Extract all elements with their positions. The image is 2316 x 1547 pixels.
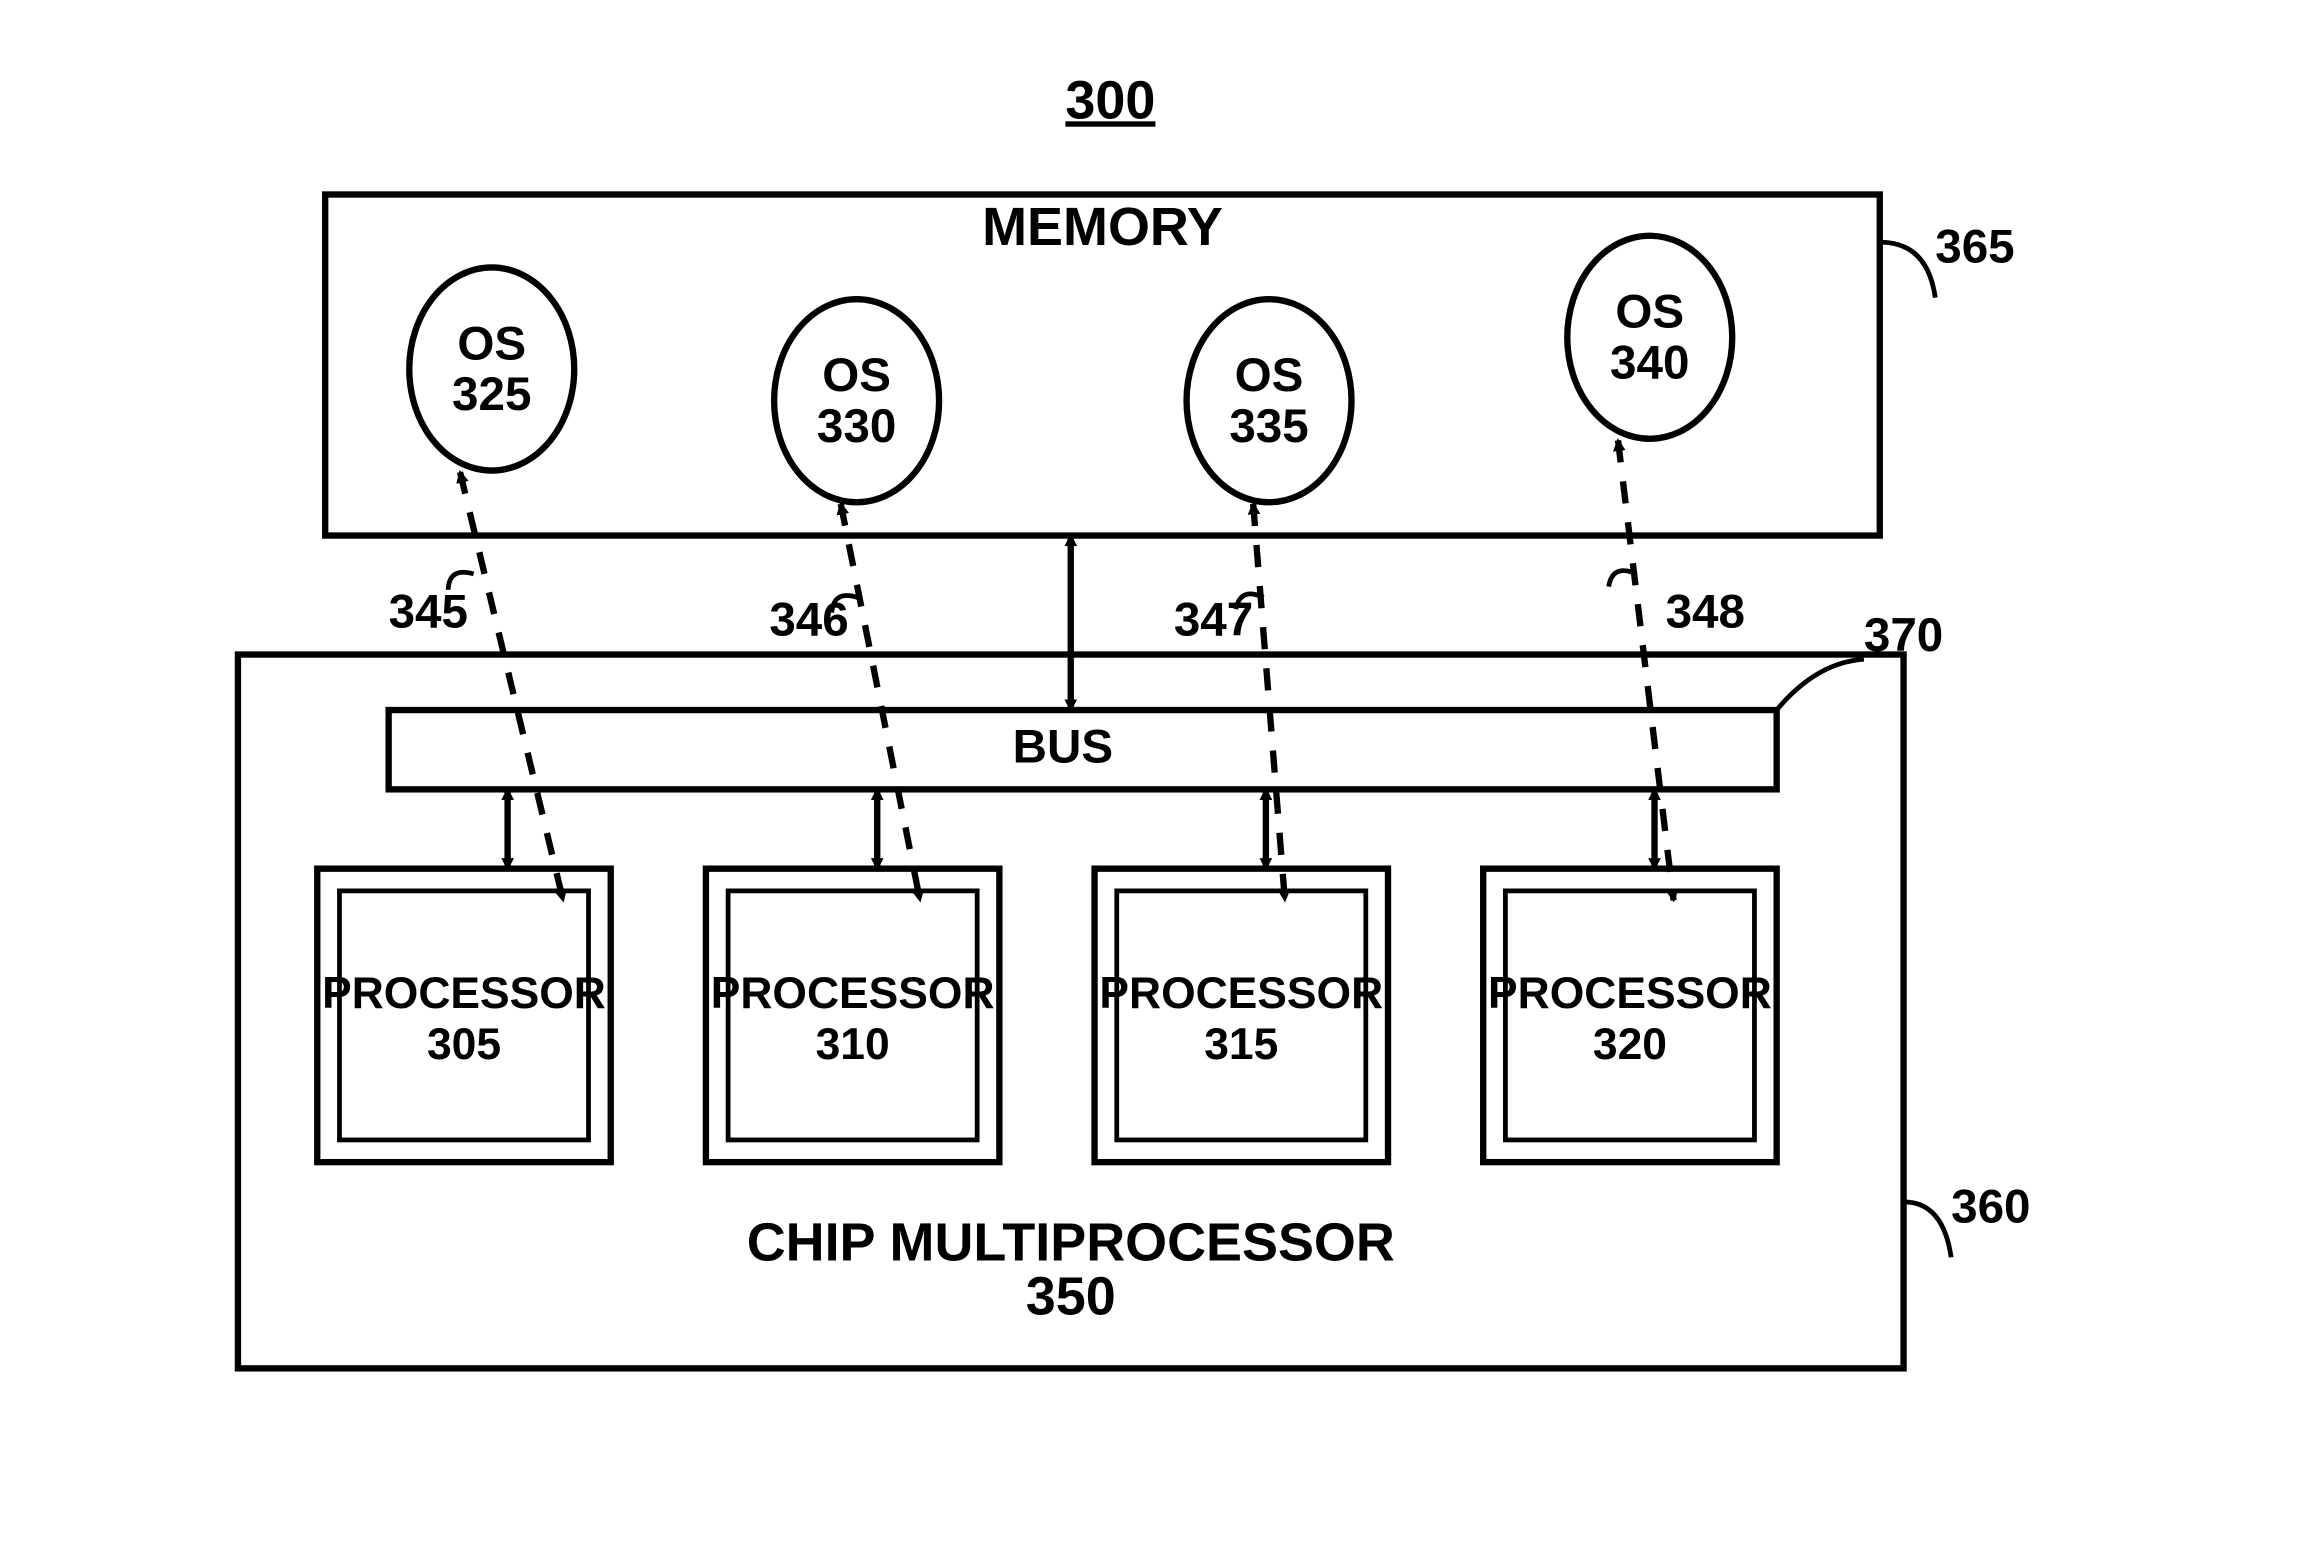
os-label: OS bbox=[822, 349, 891, 402]
processor-num: 305 bbox=[427, 1020, 501, 1069]
os-node-0: OS325 bbox=[409, 267, 574, 470]
link-label: 347 bbox=[1174, 593, 1253, 646]
processor-num: 310 bbox=[816, 1020, 890, 1069]
processor-num: 320 bbox=[1593, 1020, 1667, 1069]
link-label: 345 bbox=[389, 585, 468, 638]
dashed-link-3: 348 bbox=[1609, 440, 1745, 900]
os-num: 340 bbox=[1610, 336, 1689, 389]
dashed-link-1: 346 bbox=[769, 504, 920, 901]
link-label: 348 bbox=[1666, 585, 1745, 638]
callout-365: 365 bbox=[1880, 221, 2015, 298]
memory-label: MEMORY bbox=[982, 197, 1223, 257]
cmp-num: 350 bbox=[1026, 1266, 1116, 1326]
os-num: 335 bbox=[1229, 400, 1308, 453]
processor-label: PROCESSOR bbox=[711, 969, 995, 1018]
os-num: 330 bbox=[817, 400, 896, 453]
os-node-2: OS335 bbox=[1187, 299, 1352, 502]
os-node-1: OS330 bbox=[774, 299, 939, 502]
bus-box: BUS bbox=[389, 710, 1777, 789]
callout-label: 370 bbox=[1864, 609, 1943, 662]
cmp-label: CHIP MULTIPROCESSOR bbox=[747, 1212, 1395, 1272]
callout-label: 365 bbox=[1935, 221, 2014, 274]
processor-box-0: PROCESSOR305 bbox=[317, 869, 610, 1162]
callout-label: 360 bbox=[1951, 1180, 2030, 1233]
os-num: 325 bbox=[452, 368, 531, 421]
os-label: OS bbox=[457, 317, 526, 370]
link-label: 346 bbox=[769, 593, 848, 646]
processor-label: PROCESSOR bbox=[1099, 969, 1383, 1018]
processor-box-2: PROCESSOR315 bbox=[1095, 869, 1388, 1162]
processor-box-1: PROCESSOR310 bbox=[706, 869, 999, 1162]
processor-label: PROCESSOR bbox=[1488, 969, 1772, 1018]
processor-num: 315 bbox=[1204, 1020, 1278, 1069]
os-label: OS bbox=[1615, 286, 1684, 339]
processor-box-3: PROCESSOR320 bbox=[1483, 869, 1776, 1162]
figure-number: 300 bbox=[1065, 70, 1155, 130]
processor-label: PROCESSOR bbox=[322, 969, 606, 1018]
bus-label: BUS bbox=[1013, 720, 1113, 773]
os-node-3: OS340 bbox=[1567, 236, 1732, 439]
callout-360: 360 bbox=[1904, 1180, 2031, 1257]
callout-370: 370 bbox=[1777, 609, 1944, 710]
os-label: OS bbox=[1235, 349, 1304, 402]
